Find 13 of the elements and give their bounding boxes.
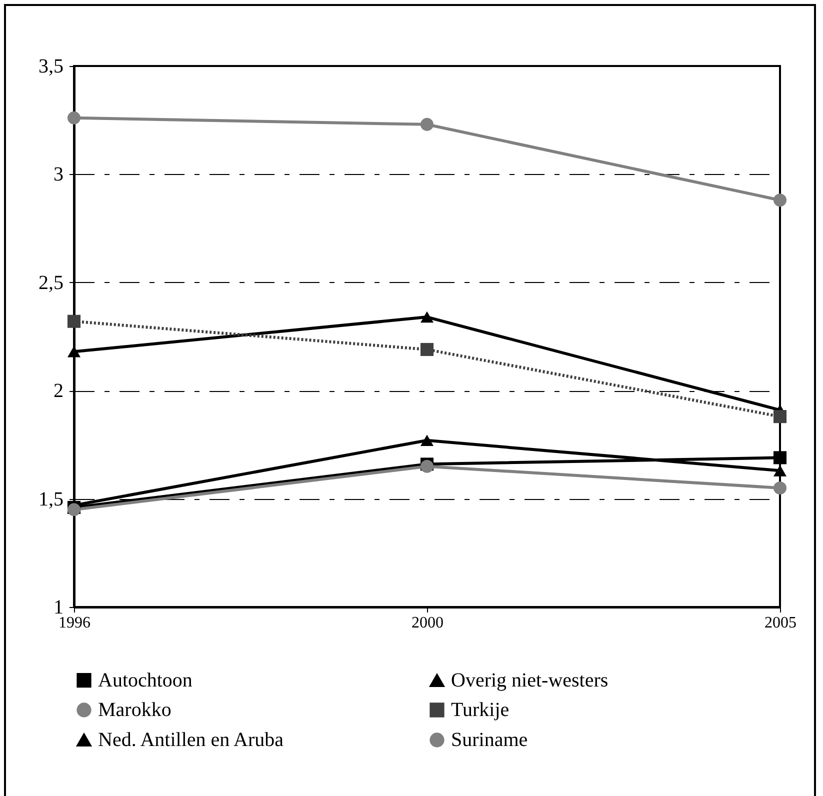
y-tick-label: 3,5 [38,56,64,78]
legend-label: Marokko [98,699,172,721]
y-tick-label: 3 [54,164,64,186]
legend-label: Autochtoon [98,669,192,692]
legend-label: Overig niet-westers [451,670,608,692]
x-tick-label: 2005 [764,614,796,632]
legend-label: Suriname [451,729,528,751]
y-tick-label: 1,5 [38,488,64,510]
x-tick-label: 2000 [412,614,444,632]
legend-label: Turkije [451,699,510,721]
legend-label: Ned. Antillen en Aruba [98,729,284,751]
y-tick-label: 2 [54,380,64,402]
y-tick-label: 2,5 [38,272,64,294]
